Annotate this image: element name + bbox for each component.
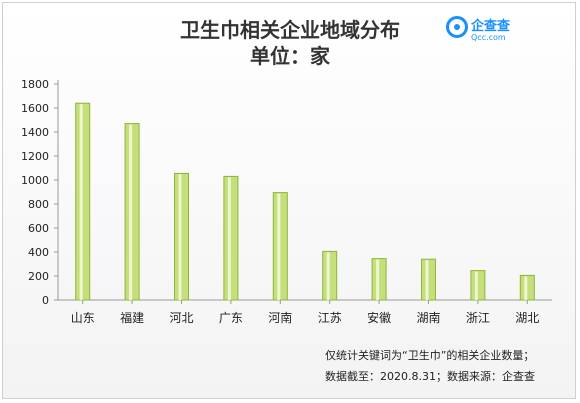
bar-highlight	[326, 252, 330, 300]
y-tick-label: 1000	[21, 174, 49, 187]
bar-highlight	[178, 174, 182, 300]
x-tick-label: 山东	[71, 311, 95, 325]
x-tick-label: 安徽	[367, 310, 391, 325]
brand-domain: Qcc.com	[471, 33, 506, 42]
y-tick-label: 1800	[21, 78, 49, 91]
x-tick-label: 湖南	[416, 310, 440, 325]
y-tick-label: 1200	[21, 150, 49, 163]
x-tick-label: 湖北	[515, 310, 539, 325]
bar-highlight	[376, 259, 380, 300]
y-tick-label: 1600	[21, 102, 49, 115]
y-tick-label: 800	[28, 198, 49, 211]
y-tick-label: 1400	[21, 126, 49, 139]
x-tick-label: 河北	[169, 311, 193, 325]
y-tick-label: 0	[42, 294, 49, 307]
bar-highlight	[129, 124, 133, 300]
y-tick-label: 400	[28, 246, 49, 259]
footnote-source: 数据截至：2020.8.31；数据来源：企查查	[325, 370, 535, 383]
qcc-logo-icon	[446, 16, 468, 38]
footnote-scope: 仅统计关键词为“卫生巾”的相关企业数量；	[325, 349, 535, 362]
x-tick-label: 广东	[219, 311, 243, 325]
chart-frame	[2, 2, 576, 399]
bar-highlight	[277, 193, 281, 300]
brand-name: 企查查	[471, 19, 511, 34]
bar-highlight	[474, 271, 478, 300]
x-tick-label: 福建	[120, 310, 144, 325]
chart-unit: 单位：家	[250, 44, 330, 68]
bar-highlight	[425, 260, 429, 300]
y-tick-label: 600	[28, 222, 49, 235]
bar-highlight	[227, 177, 231, 300]
y-tick-label: 200	[28, 270, 49, 283]
bar-highlight	[79, 104, 83, 300]
x-tick-label: 江苏	[318, 311, 342, 325]
bar-highlight	[524, 276, 528, 300]
x-tick-label: 河南	[268, 310, 292, 325]
chart-title: 卫生巾相关企业地域分布	[180, 18, 400, 42]
x-tick-label: 浙江	[466, 311, 490, 325]
brand-logo: 企查查 Qcc.com	[446, 16, 516, 46]
